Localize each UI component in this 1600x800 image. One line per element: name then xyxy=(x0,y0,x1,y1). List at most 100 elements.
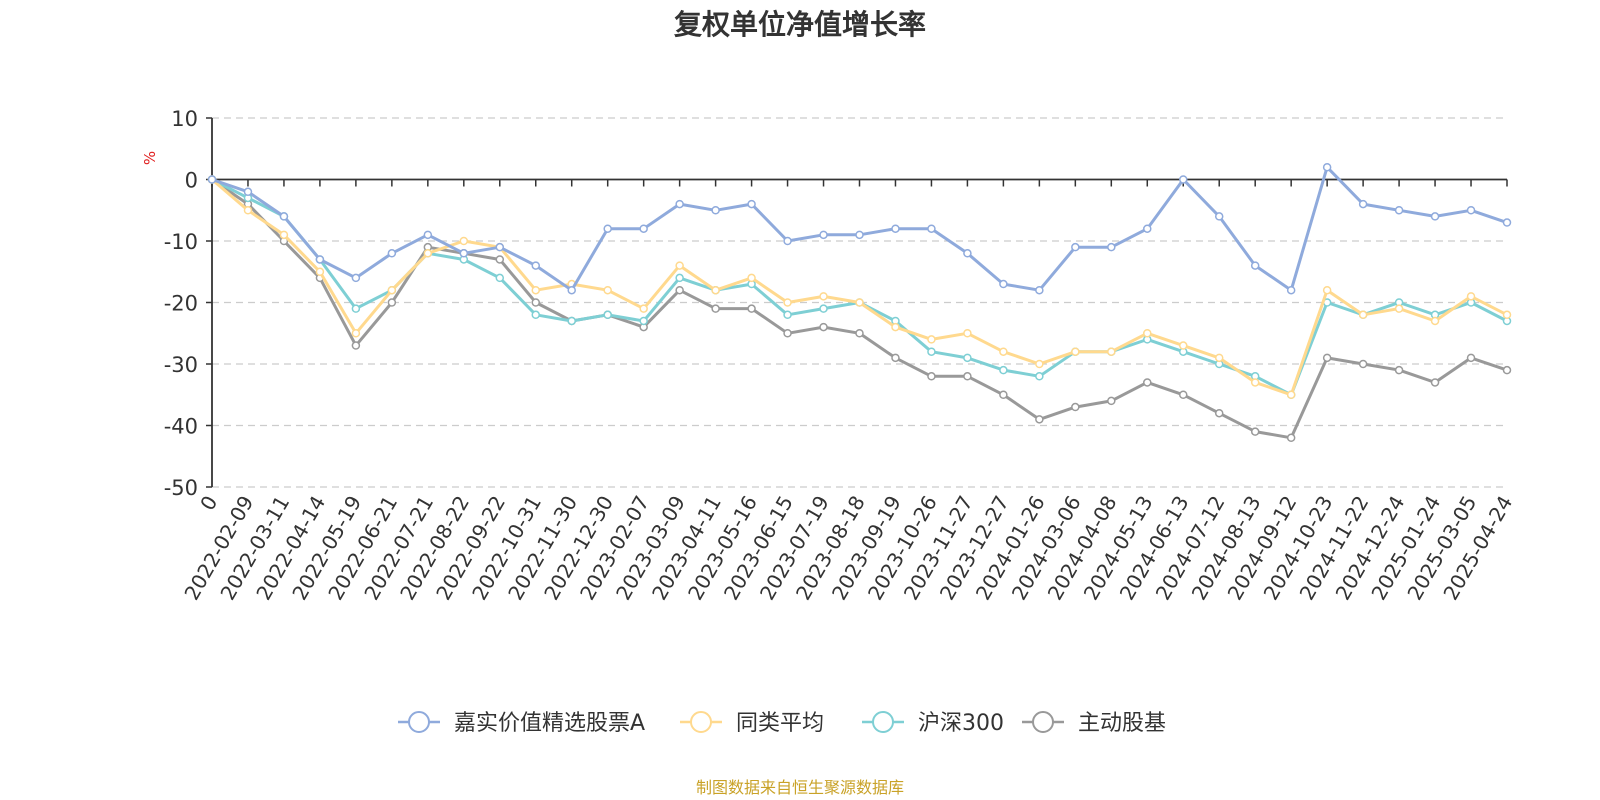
y-tick-label: 10 xyxy=(171,107,198,131)
data-point xyxy=(999,390,1008,399)
series-0 xyxy=(207,162,1512,295)
data-point xyxy=(387,285,397,295)
legend-marker xyxy=(1032,711,1054,733)
data-point xyxy=(243,187,253,197)
data-point xyxy=(1502,365,1512,375)
data-point xyxy=(603,224,612,233)
data-point xyxy=(855,230,864,240)
y-tick-label: -10 xyxy=(164,230,198,254)
data-point xyxy=(1071,402,1080,412)
legend-item-0[interactable]: 嘉实价值精选股票A xyxy=(398,711,645,736)
data-point xyxy=(675,285,684,295)
legend-marker xyxy=(690,711,712,733)
legend[interactable]: 嘉实价值精选股票A 同类平均 沪深300 主动股基 xyxy=(398,711,1166,736)
data-point xyxy=(927,224,936,233)
data-point xyxy=(459,249,469,258)
data-point xyxy=(531,261,540,270)
data-point xyxy=(315,267,325,276)
data-point xyxy=(1250,378,1260,387)
data-point xyxy=(387,298,397,307)
data-point xyxy=(999,347,1008,356)
y-tick-label: -50 xyxy=(164,476,198,500)
data-point xyxy=(459,236,469,246)
data-point xyxy=(1214,212,1224,221)
data-point xyxy=(1071,242,1080,252)
data-point xyxy=(963,372,972,381)
legend-item-2[interactable]: 沪深300 xyxy=(862,711,1004,736)
data-point xyxy=(1071,347,1080,356)
legend-marker xyxy=(872,711,894,733)
x-tick-label: 0 xyxy=(195,492,222,515)
data-point xyxy=(891,353,900,363)
data-point xyxy=(1035,415,1044,424)
series-3 xyxy=(207,175,1512,443)
legend-label: 沪深300 xyxy=(918,711,1004,736)
legend-item-1[interactable]: 同类平均 xyxy=(680,711,824,736)
legend-item-3[interactable]: 主动股基 xyxy=(1022,711,1166,736)
data-point xyxy=(747,304,756,313)
data-point xyxy=(999,365,1008,375)
legend-marker xyxy=(408,711,430,733)
data-point xyxy=(567,285,576,295)
data-point xyxy=(495,255,505,264)
data-point xyxy=(1394,206,1404,215)
data-point xyxy=(1143,329,1152,338)
data-point xyxy=(279,230,289,240)
data-point xyxy=(783,310,792,320)
data-point xyxy=(1502,310,1512,320)
y-tick-label: -40 xyxy=(164,415,198,439)
data-point xyxy=(1143,224,1152,233)
data-point xyxy=(891,322,900,332)
data-point xyxy=(1107,347,1116,356)
data-point xyxy=(279,212,289,221)
data-point xyxy=(963,329,972,338)
data-point xyxy=(1035,372,1044,381)
data-point xyxy=(927,372,936,381)
data-point xyxy=(495,242,505,252)
data-point xyxy=(711,285,720,295)
data-point xyxy=(783,236,792,246)
data-point xyxy=(351,273,361,283)
legend-label: 同类平均 xyxy=(736,711,824,736)
data-point xyxy=(531,310,540,320)
data-point xyxy=(963,353,972,363)
data-point xyxy=(1466,353,1476,363)
data-point xyxy=(1286,285,1296,295)
data-point xyxy=(927,347,936,356)
source-note: 制图数据来自恒生聚源数据库 xyxy=(696,778,904,797)
data-point xyxy=(819,230,828,240)
data-point xyxy=(783,298,792,307)
y-axis: 10 0 -10 -20 -30 -40 -50 xyxy=(164,107,213,500)
data-point xyxy=(531,285,540,295)
y-tick-label: -20 xyxy=(164,292,198,316)
y-axis-unit: % xyxy=(141,151,159,165)
data-point xyxy=(675,261,684,270)
data-point xyxy=(783,329,792,338)
data-point xyxy=(1466,292,1476,301)
data-point xyxy=(891,224,900,233)
data-point xyxy=(1286,433,1296,443)
data-point xyxy=(1322,285,1332,295)
data-point xyxy=(1358,310,1368,320)
x-axis: 02022-02-092022-03-112022-04-142022-05-1… xyxy=(179,178,1517,604)
data-point xyxy=(1035,285,1044,295)
data-point xyxy=(423,230,433,240)
data-point xyxy=(567,316,576,326)
data-point xyxy=(855,298,864,307)
data-point xyxy=(1179,175,1188,184)
data-point xyxy=(855,329,864,338)
data-point xyxy=(675,199,684,209)
series-lines xyxy=(207,162,1512,443)
data-point xyxy=(495,273,505,283)
y-tick-label: -30 xyxy=(164,353,198,377)
data-point xyxy=(639,316,648,326)
data-point xyxy=(351,304,361,313)
data-point xyxy=(1107,396,1116,406)
data-point xyxy=(711,206,720,215)
data-point xyxy=(351,341,361,350)
data-point xyxy=(351,329,361,338)
data-point xyxy=(963,249,972,258)
data-point xyxy=(927,335,936,344)
data-point xyxy=(639,304,648,313)
data-point xyxy=(1250,261,1260,270)
